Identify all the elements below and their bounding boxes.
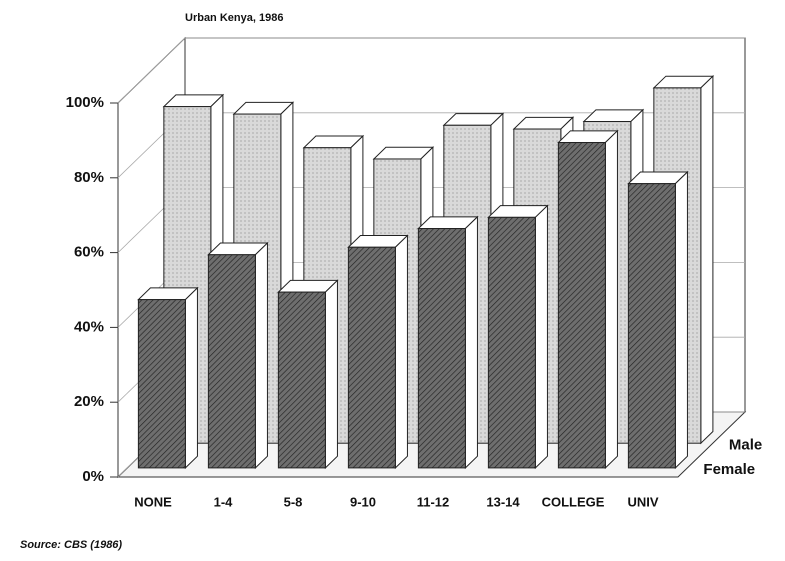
source: Source: CBS (1986) — [20, 539, 122, 551]
grid-line — [117, 37, 186, 104]
x-tick-label: UNIV — [627, 494, 658, 509]
x-tick-label: NONE — [134, 494, 172, 509]
y-tick-label: 80% — [74, 169, 104, 186]
bar — [557, 129, 619, 470]
bar-front — [137, 299, 186, 469]
bar — [207, 241, 269, 470]
bar-side — [184, 286, 198, 470]
bar — [347, 234, 409, 470]
bar-front — [277, 291, 326, 469]
bar-side — [534, 204, 548, 470]
series-label: Male — [729, 436, 762, 453]
y-tick-label: 0% — [82, 468, 104, 485]
bar-front — [487, 216, 536, 469]
bar-front — [627, 183, 676, 469]
x-tick-label: 9-10 — [350, 494, 376, 509]
chart-title: Urban Kenya, 1986 — [185, 12, 283, 24]
bar-side — [700, 75, 714, 445]
bar-side — [324, 279, 338, 470]
x-tick-label: 5-8 — [284, 494, 303, 509]
bar-side — [464, 215, 478, 470]
bar — [487, 204, 549, 470]
bar-side — [394, 234, 408, 470]
bar-front — [207, 254, 256, 469]
bar-front — [417, 228, 466, 469]
bar — [417, 215, 479, 470]
x-tick-label: 13-14 — [486, 494, 520, 509]
bar-side — [604, 129, 618, 470]
bar — [277, 279, 339, 470]
y-tick-label: 100% — [66, 94, 104, 111]
bar-side — [674, 170, 688, 470]
x-tick-label: 11-12 — [417, 494, 450, 509]
bar-front — [557, 142, 606, 469]
bar-side — [254, 241, 268, 470]
series-label: Female — [703, 461, 755, 478]
bar — [627, 170, 689, 470]
x-tick-label: COLLEGE — [542, 494, 605, 509]
y-tick-label: 40% — [74, 318, 104, 335]
x-tick-label: 1-4 — [214, 494, 234, 509]
y-tick-label: 60% — [74, 244, 104, 261]
bar-front — [347, 246, 396, 469]
bar — [137, 286, 199, 470]
y-tick-label: 20% — [74, 393, 104, 410]
